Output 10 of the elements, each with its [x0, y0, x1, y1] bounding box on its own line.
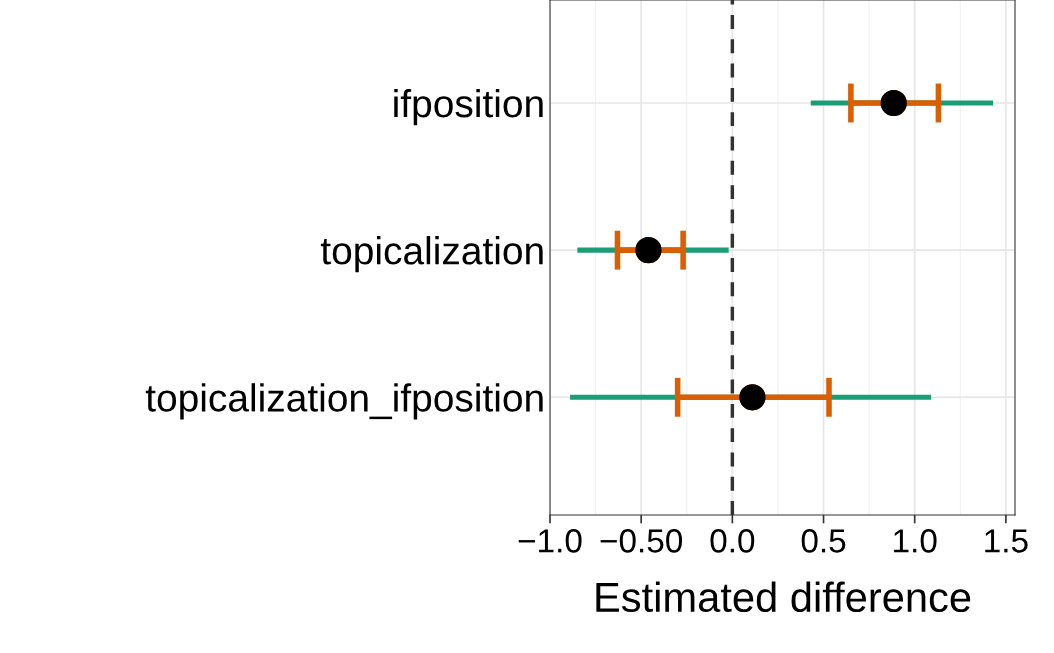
- y-tick-label: ifposition: [394, 88, 543, 126]
- x-tick-label: 0.5: [801, 529, 846, 553]
- x-tick-label: 1.0: [894, 529, 937, 553]
- x-axis-title: Estimated difference: [596, 581, 971, 613]
- y-tick-label: topicalization_ifposition: [145, 383, 543, 420]
- x-tick-label: −0.50: [600, 529, 683, 553]
- x-tick-label: 0.0: [710, 529, 755, 553]
- x-tick-label: −1.0: [518, 529, 582, 553]
- x-tick-label: 1.5: [985, 529, 1028, 553]
- y-tick-label: topicalization: [320, 236, 543, 273]
